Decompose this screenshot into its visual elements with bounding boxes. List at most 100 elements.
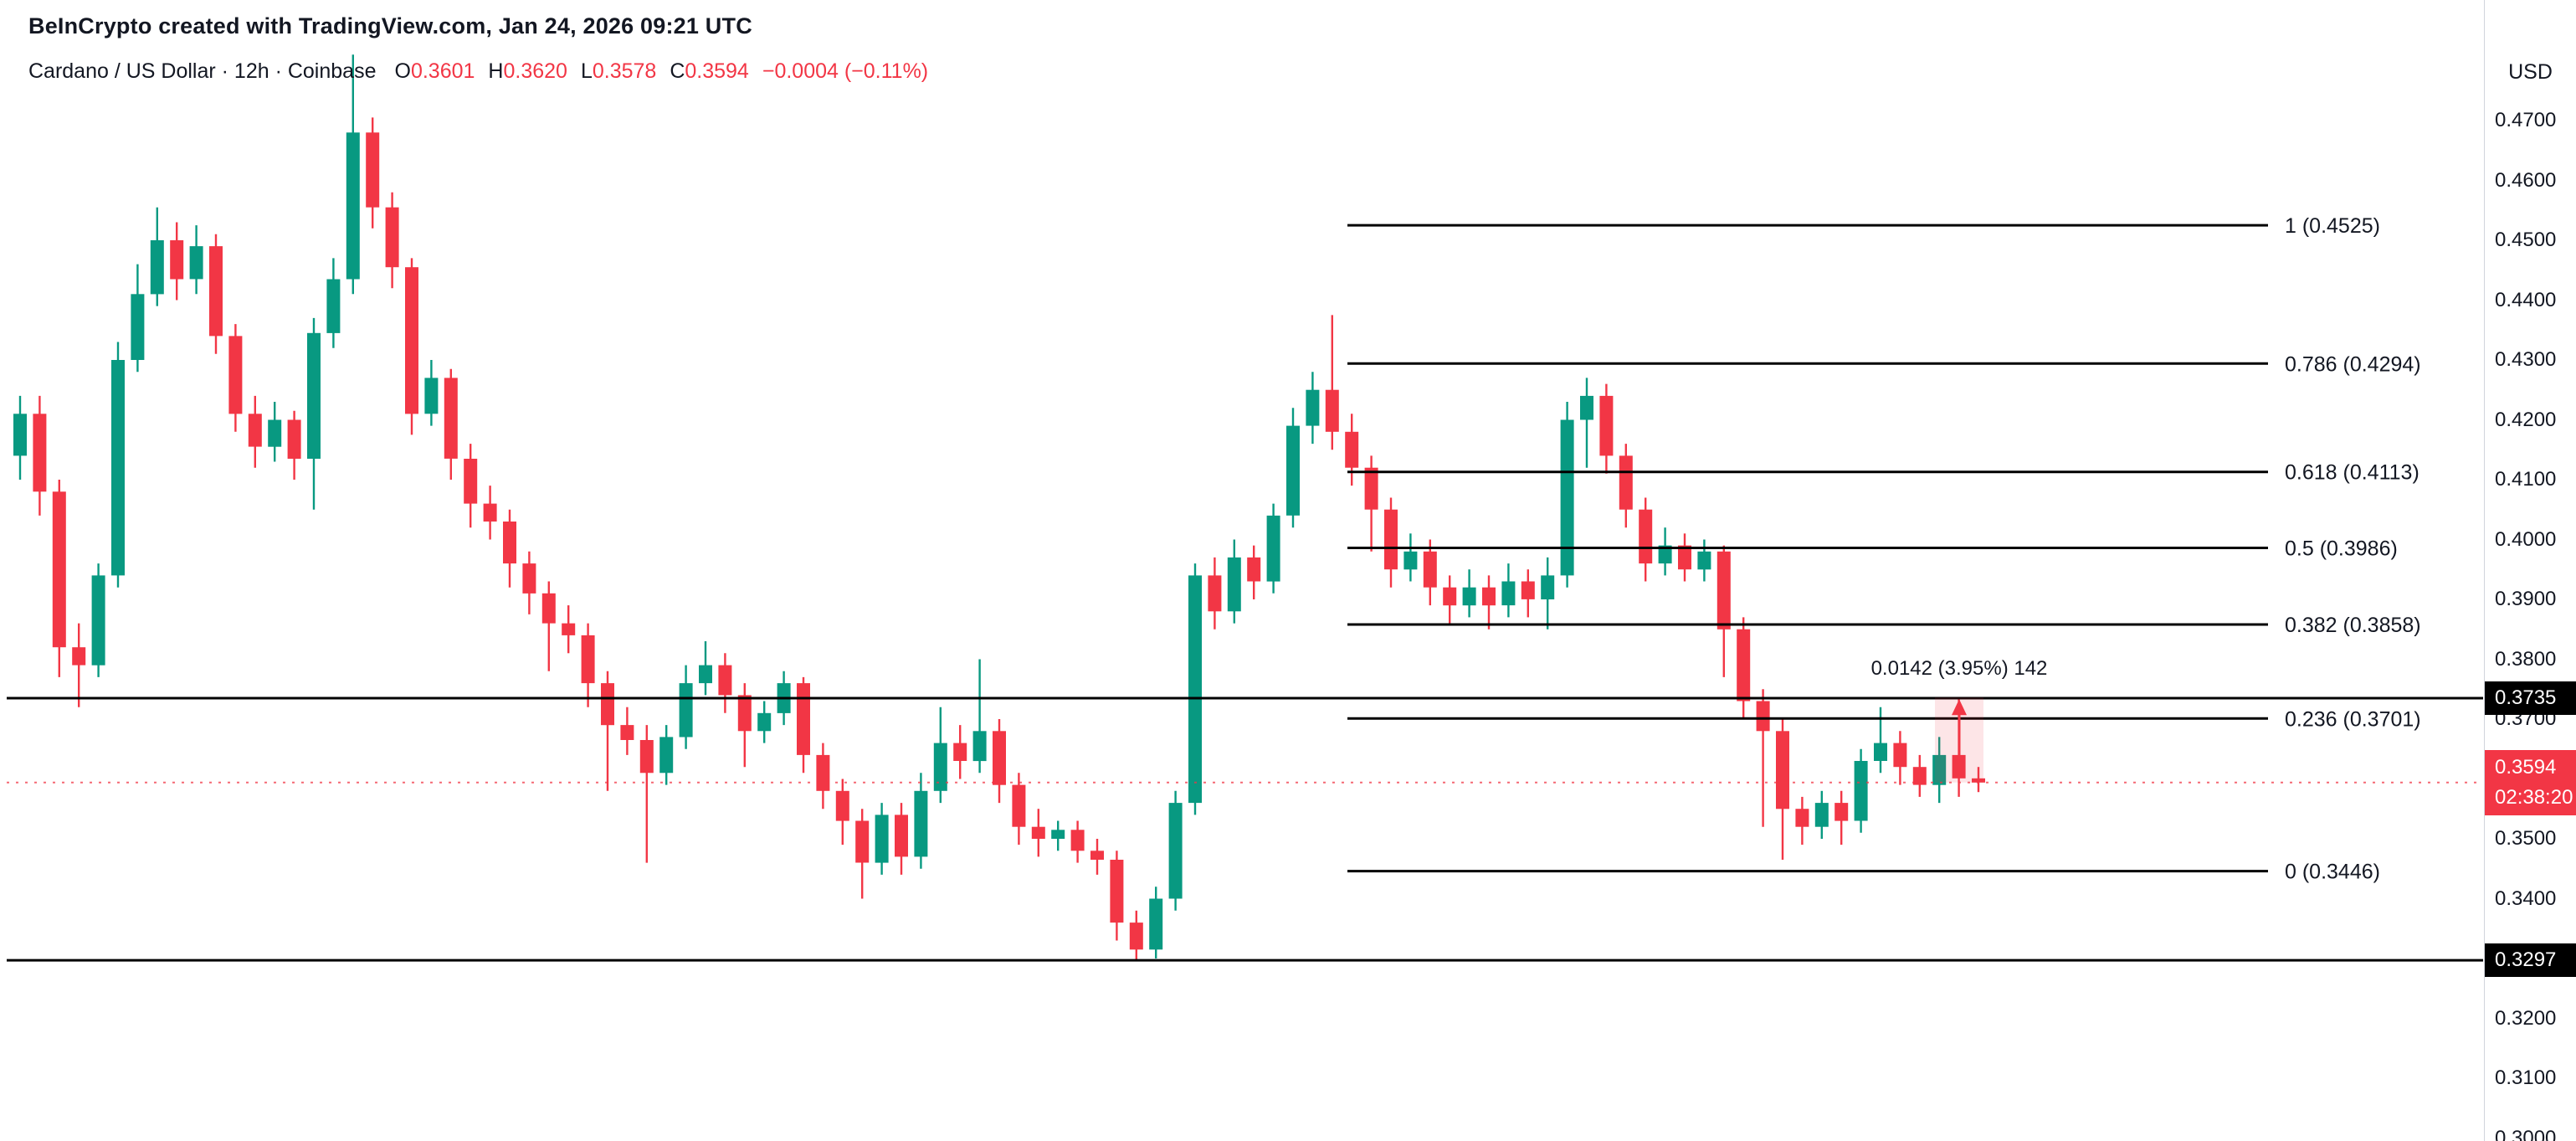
candle bbox=[1227, 539, 1241, 624]
candle bbox=[1756, 689, 1770, 827]
candle bbox=[111, 342, 125, 588]
candle bbox=[1482, 575, 1496, 630]
candle bbox=[72, 623, 86, 707]
high-value: 0.3620 bbox=[503, 59, 567, 83]
price-tick: 0.4400 bbox=[2495, 288, 2557, 311]
candle bbox=[601, 671, 614, 791]
fib-level-label: 1 (0.4525) bbox=[2285, 214, 2380, 238]
candle bbox=[228, 324, 243, 432]
candle bbox=[1932, 737, 1947, 804]
candle bbox=[972, 659, 987, 774]
candle bbox=[1325, 315, 1339, 450]
candle bbox=[1188, 563, 1202, 815]
candle bbox=[1541, 557, 1555, 630]
fib-level-label: 0.5 (0.3986) bbox=[2285, 537, 2398, 561]
candle bbox=[659, 725, 674, 785]
candle bbox=[816, 743, 830, 809]
candle bbox=[562, 605, 576, 654]
candle bbox=[855, 809, 870, 899]
price-tick: 0.4100 bbox=[2495, 468, 2557, 491]
candle bbox=[1835, 790, 1849, 845]
candle bbox=[737, 683, 752, 768]
candle bbox=[464, 444, 478, 528]
candle bbox=[1168, 790, 1183, 911]
candle bbox=[483, 486, 497, 540]
candle bbox=[1972, 767, 1985, 793]
candle bbox=[1110, 851, 1124, 941]
candle bbox=[718, 653, 732, 713]
candle bbox=[1384, 497, 1398, 588]
candle bbox=[1208, 557, 1222, 630]
candle bbox=[1090, 839, 1104, 875]
candle bbox=[1599, 383, 1614, 474]
candle bbox=[1403, 533, 1418, 582]
candle bbox=[541, 581, 556, 671]
candle bbox=[1560, 402, 1574, 588]
candle bbox=[170, 222, 184, 301]
change-value: −0.0004 (−0.11%) bbox=[762, 59, 929, 83]
candle bbox=[1893, 731, 1907, 785]
candle bbox=[1776, 719, 1789, 860]
candle bbox=[1051, 820, 1065, 851]
price-tick: 0.3000 bbox=[2495, 1126, 2557, 1141]
symbol-legend: Cardano / US Dollar · 12h · Coinbase O0.3… bbox=[28, 59, 928, 84]
candle bbox=[1345, 414, 1359, 486]
price-tick: 0.4700 bbox=[2495, 109, 2557, 131]
price-tick: 0.4000 bbox=[2495, 527, 2557, 551]
price-tick: 0.4500 bbox=[2495, 229, 2557, 251]
candle bbox=[835, 779, 849, 845]
candle bbox=[581, 623, 595, 707]
price-tick: 0.3200 bbox=[2495, 1006, 2557, 1030]
candle bbox=[1306, 372, 1320, 445]
candle bbox=[346, 54, 360, 295]
candle bbox=[1580, 378, 1593, 468]
price-tick: 0.3100 bbox=[2495, 1066, 2557, 1089]
candle bbox=[287, 410, 301, 480]
candle bbox=[503, 509, 516, 588]
price-tick: 0.3400 bbox=[2495, 887, 2557, 910]
candle bbox=[1070, 820, 1085, 863]
candle bbox=[209, 234, 223, 354]
price-level-badge: 0.3735 bbox=[2485, 681, 2576, 715]
candle bbox=[1443, 575, 1457, 624]
candle bbox=[679, 665, 693, 749]
fib-level-label: 0.618 (0.4113) bbox=[2285, 461, 2419, 485]
candle bbox=[522, 551, 536, 614]
symbol-description[interactable]: Cardano / US Dollar · 12h · Coinbase bbox=[28, 59, 377, 83]
currency-toggle[interactable]: USD bbox=[2508, 60, 2553, 84]
candle bbox=[424, 360, 439, 426]
candle bbox=[993, 719, 1006, 804]
candle bbox=[1795, 796, 1809, 845]
candle bbox=[405, 258, 418, 435]
candle bbox=[150, 207, 164, 306]
candle bbox=[797, 676, 810, 774]
candle bbox=[1619, 444, 1633, 528]
candle bbox=[1874, 707, 1887, 774]
candle bbox=[385, 192, 399, 289]
candle bbox=[1012, 773, 1026, 845]
candle bbox=[248, 395, 262, 468]
candle bbox=[639, 725, 654, 863]
candle bbox=[1716, 545, 1731, 677]
candle bbox=[1697, 539, 1711, 582]
candle bbox=[1423, 539, 1437, 606]
candle bbox=[1658, 527, 1672, 576]
price-tick: 0.3500 bbox=[2495, 827, 2557, 850]
candle bbox=[1678, 533, 1691, 582]
candle bbox=[444, 368, 458, 480]
candle bbox=[1521, 569, 1535, 618]
candle bbox=[366, 117, 380, 229]
candle bbox=[307, 317, 321, 510]
low-value: 0.3578 bbox=[592, 59, 657, 83]
measurement-label: 0.0142 (3.95%) 142 bbox=[1870, 657, 2048, 681]
candle bbox=[1737, 617, 1751, 719]
last-price-value: 0.3594 bbox=[2495, 755, 2557, 779]
candle bbox=[1149, 887, 1163, 959]
candle bbox=[33, 395, 47, 516]
price-axis[interactable]: USD 0.4700 0.4600 0.4500 0.4400 0.4300 0.4200… bbox=[2484, 0, 2576, 1141]
candle bbox=[620, 707, 634, 755]
candle bbox=[189, 225, 203, 295]
price-tick: 0.3800 bbox=[2495, 647, 2557, 671]
candle bbox=[757, 701, 772, 743]
